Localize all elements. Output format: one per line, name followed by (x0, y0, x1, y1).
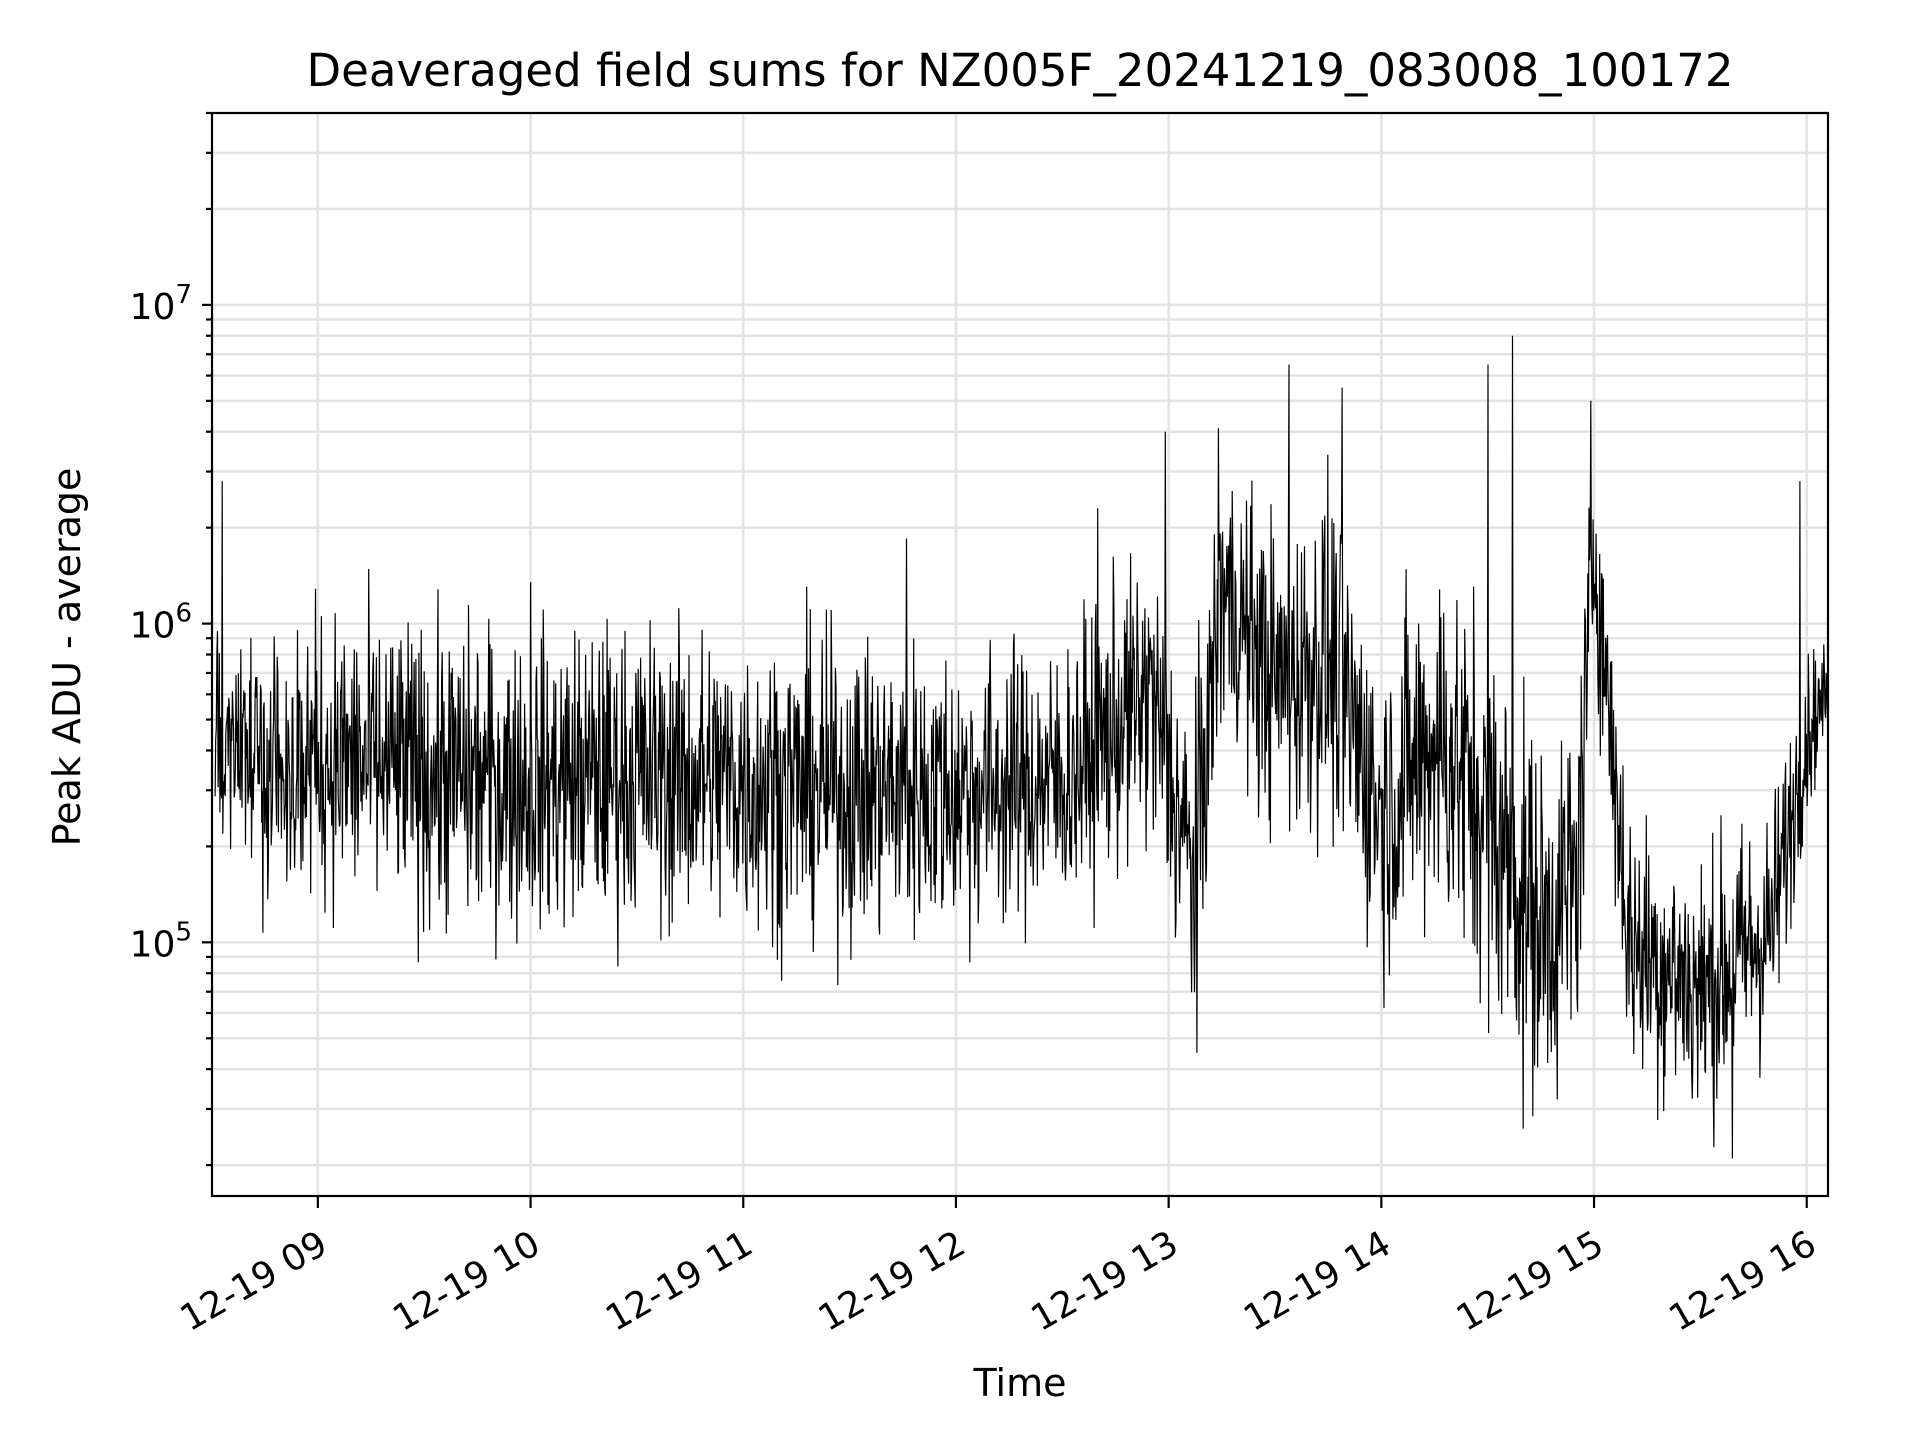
y-tick-base: 10 (130, 287, 176, 328)
y-axis-label: Peak ADU - average (45, 468, 89, 847)
series-layer (214, 335, 1829, 1159)
x-tick-label: 12-19 13 (1024, 1223, 1185, 1339)
y-tick-label: 107 (130, 280, 192, 328)
x-tick-label: 12-19 11 (599, 1223, 760, 1339)
y-tick-label: 106 (130, 599, 192, 647)
y-tick-label: 105 (130, 917, 192, 965)
data-series-line (214, 335, 1829, 1159)
x-tick-label: 12-19 15 (1450, 1223, 1611, 1339)
grid-layer (212, 111, 1828, 1196)
x-tick-label: 12-19 16 (1663, 1223, 1824, 1339)
x-tick-label: 12-19 09 (174, 1223, 335, 1339)
y-tick-exponent: 7 (175, 280, 192, 310)
y-tick-base: 10 (130, 606, 176, 647)
x-tick-label: 12-19 12 (812, 1223, 973, 1339)
y-tick-base: 10 (130, 924, 176, 965)
y-tick-exponent: 6 (175, 599, 192, 629)
x-tick-layer: 12-19 09 12-19 10 12-19 11 12-19 12 12-19 13… (174, 1196, 1824, 1340)
y-tick-exponent: 5 (175, 917, 192, 947)
x-axis-label: Time (973, 1361, 1067, 1405)
chart-title: Deaveraged field sums for NZ005F_2024121… (307, 44, 1734, 97)
x-tick-label: 12-19 14 (1237, 1223, 1398, 1339)
x-tick-label: 12-19 10 (386, 1223, 547, 1339)
